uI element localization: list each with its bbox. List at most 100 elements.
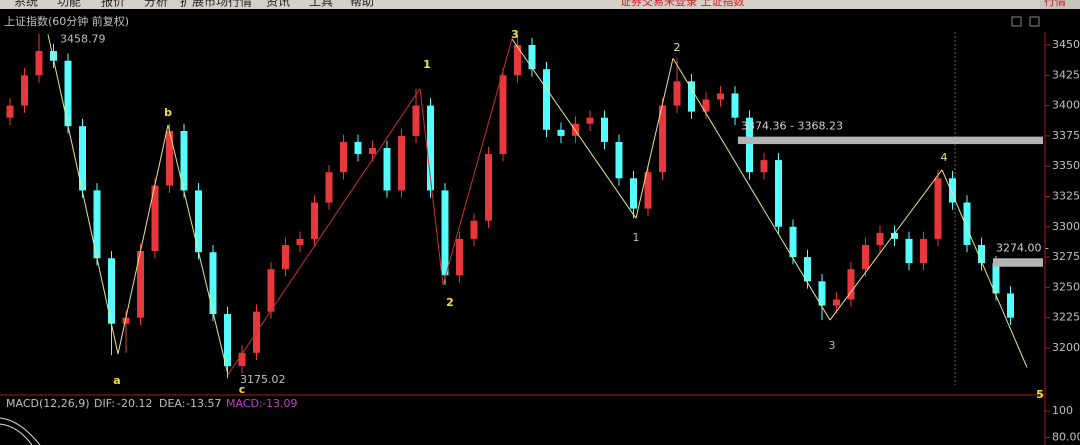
candle-body [934, 178, 942, 239]
window-button[interactable] [1029, 16, 1040, 27]
title-bar [0, 12, 1080, 32]
candle-body [108, 258, 115, 324]
macd-curve [0, 417, 41, 445]
y-tick-label: 3225 [1052, 311, 1080, 324]
candle-body [992, 263, 1000, 294]
menu-item[interactable]: 扩展市场行情 [180, 0, 252, 9]
menu-item[interactable]: 帮助 [350, 0, 374, 9]
menu-bar [0, 0, 1080, 9]
low-label: 3175.02 [240, 373, 286, 386]
menu-item[interactable]: 分析 [144, 0, 168, 9]
candle-body [702, 99, 710, 112]
candle-body [688, 81, 695, 112]
y-tick-label: 3200 [1052, 341, 1080, 354]
candle-body [398, 135, 405, 191]
candle-body [354, 141, 362, 155]
dea-value: -13.57 [186, 397, 221, 410]
candle-body [21, 75, 28, 106]
wave-label: 1 [633, 231, 640, 244]
candle-body [151, 185, 159, 252]
window-button[interactable] [1011, 16, 1022, 27]
candle-body [818, 281, 826, 306]
macd-curve [0, 423, 33, 445]
wave-label: 5 [1036, 388, 1044, 401]
candle-body [572, 123, 579, 136]
wave-segment [635, 58, 674, 219]
candle-body [804, 257, 811, 282]
candle-body [456, 238, 463, 276]
candle-body [557, 129, 565, 136]
candle-body [383, 147, 391, 191]
candle-body [833, 299, 840, 306]
range-bar [738, 136, 1043, 145]
candle-body [311, 202, 318, 239]
candle-body [441, 190, 449, 276]
candle-body [166, 131, 173, 186]
wave-label: 4 [941, 151, 948, 164]
candle-body [340, 141, 347, 173]
wave-label: 3 [829, 339, 836, 352]
wave-label: 2 [446, 296, 454, 309]
candles [6, 34, 1014, 379]
candle-body [412, 105, 420, 136]
y-tick-label: 3400 [1052, 99, 1080, 112]
y-tick-label: 3300 [1052, 220, 1080, 233]
candle-body [746, 117, 753, 173]
wave-segment [227, 88, 421, 375]
macd-label: MACD(12,26,9) [6, 397, 90, 410]
candle-body [949, 178, 956, 203]
y-tick-label: 3275 [1052, 250, 1080, 263]
candle-body [238, 352, 246, 367]
candle-body [717, 93, 724, 100]
candle-body [6, 105, 14, 118]
candle-body [137, 251, 144, 318]
candle-body [79, 126, 86, 191]
candle-body [659, 105, 666, 173]
candle-body [93, 190, 101, 259]
candle-body [601, 117, 608, 142]
range-label: 3274.00 - [996, 241, 1049, 254]
candle-body [224, 314, 231, 367]
candle-body [35, 51, 43, 76]
wave-segment [442, 38, 513, 286]
wave-label: 2 [674, 41, 681, 54]
tab-label[interactable]: 行情 [1044, 0, 1066, 8]
status-text: 证券交易未登录 上证指数 [620, 0, 745, 8]
macd-tick-label: 100 [1052, 404, 1073, 417]
candle-body [499, 75, 507, 155]
y-tick-label: 3250 [1052, 280, 1080, 293]
macd-name: MACD: [226, 397, 263, 410]
candle-body [775, 160, 782, 227]
wave-label: 3 [511, 28, 519, 41]
dif-value: -20.12 [117, 397, 152, 410]
candle-body [325, 172, 333, 203]
candle-body [905, 238, 913, 264]
y-tick-label: 3425 [1052, 68, 1080, 81]
menu-item[interactable]: 报价 [101, 0, 125, 9]
candle-body [920, 238, 927, 264]
wave-segment [167, 124, 229, 375]
candle-body [876, 232, 884, 245]
candle-body [586, 117, 594, 124]
menu-item[interactable]: 工具 [309, 0, 333, 9]
tab[interactable] [1040, 0, 1080, 9]
menu-item[interactable]: 资讯 [266, 0, 290, 9]
menu-item[interactable]: 功能 [57, 0, 81, 9]
menu-item[interactable]: 系统 [14, 0, 38, 9]
wave-segment [117, 124, 169, 355]
candle-body [528, 44, 536, 70]
candle-body [180, 131, 188, 191]
candle-body [195, 190, 202, 253]
candle-body [427, 105, 434, 191]
y-tick-label: 3450 [1052, 38, 1080, 51]
candle-body [485, 154, 492, 221]
candle-body [122, 317, 130, 324]
candle-body [644, 172, 652, 209]
macd-value: -13.09 [262, 397, 297, 410]
candle-body [731, 93, 739, 118]
candle-body [789, 226, 797, 258]
overlay: 3450342534003375335033253300327532503225… [47, 28, 1080, 444]
candle-body [282, 244, 289, 270]
